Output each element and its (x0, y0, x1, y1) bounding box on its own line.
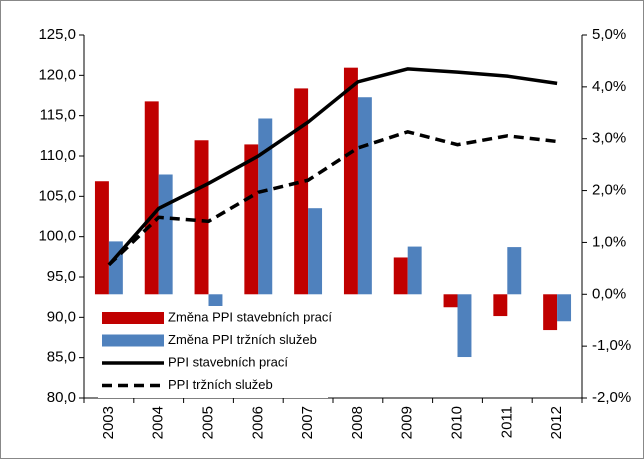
x-tick-label: 2003 (100, 406, 117, 439)
bar (158, 174, 173, 295)
x-tick-label: 2008 (349, 406, 366, 439)
x-tick-label: 2006 (249, 406, 266, 439)
x-tick-label: 2012 (548, 406, 565, 439)
legend-label: Změna PPI tržních služeb (168, 332, 317, 347)
y-tick-label: 115,0 (40, 107, 76, 124)
y2-tick-label: 5,0% (592, 26, 626, 43)
legend-label: Změna PPI stavebních prací (168, 309, 332, 324)
legend-label: PPI stavebních prací (168, 354, 288, 369)
y-tick-label: 100,0 (38, 228, 76, 245)
y2-tick-label: -1,0% (592, 337, 631, 354)
bar (443, 294, 458, 308)
y2-tick-label: -2,0% (592, 389, 631, 406)
y-tick-label: 110,0 (40, 147, 76, 164)
bar (493, 294, 508, 317)
line (107, 67, 558, 267)
x-tick-label: 2005 (199, 406, 216, 439)
bar (393, 257, 408, 295)
y-tick-label: 120,0 (38, 66, 76, 83)
bar (407, 246, 422, 295)
legend-label: PPI tržních služeb (168, 377, 273, 392)
line (107, 129, 558, 267)
bar (94, 181, 109, 295)
bar (507, 247, 522, 295)
y-tick-label: 105,0 (38, 187, 76, 204)
bar (457, 294, 472, 358)
x-tick-label: 2007 (299, 406, 316, 439)
x-tick-label: 2010 (448, 406, 465, 439)
bar (557, 294, 572, 322)
y2-tick-label: 4,0% (592, 78, 626, 95)
bar (194, 140, 209, 295)
y-tick-label: 125,0 (38, 26, 76, 43)
y-tick-label: 85,0 (47, 349, 76, 366)
y2-tick-label: 2,0% (592, 182, 626, 199)
bar (543, 294, 558, 331)
y2-tick-label: 1,0% (592, 233, 626, 250)
x-tick-label: 2009 (399, 406, 416, 439)
x-tick-label: 2004 (150, 406, 167, 439)
y-tick-label: 80,0 (47, 389, 76, 406)
bar (308, 208, 323, 295)
y-tick-label: 90,0 (47, 308, 76, 325)
bar (144, 101, 159, 295)
legend-swatch (102, 312, 164, 324)
bar (294, 88, 309, 295)
bar (244, 144, 259, 295)
y2-tick-label: 3,0% (592, 130, 626, 147)
bar (343, 67, 358, 295)
y-tick-label: 95,0 (47, 268, 76, 285)
x-tick-label: 2011 (498, 406, 515, 438)
legend-swatch (102, 334, 164, 347)
bar (258, 118, 273, 295)
y2-tick-label: 0,0% (592, 285, 626, 302)
bar (357, 97, 372, 295)
